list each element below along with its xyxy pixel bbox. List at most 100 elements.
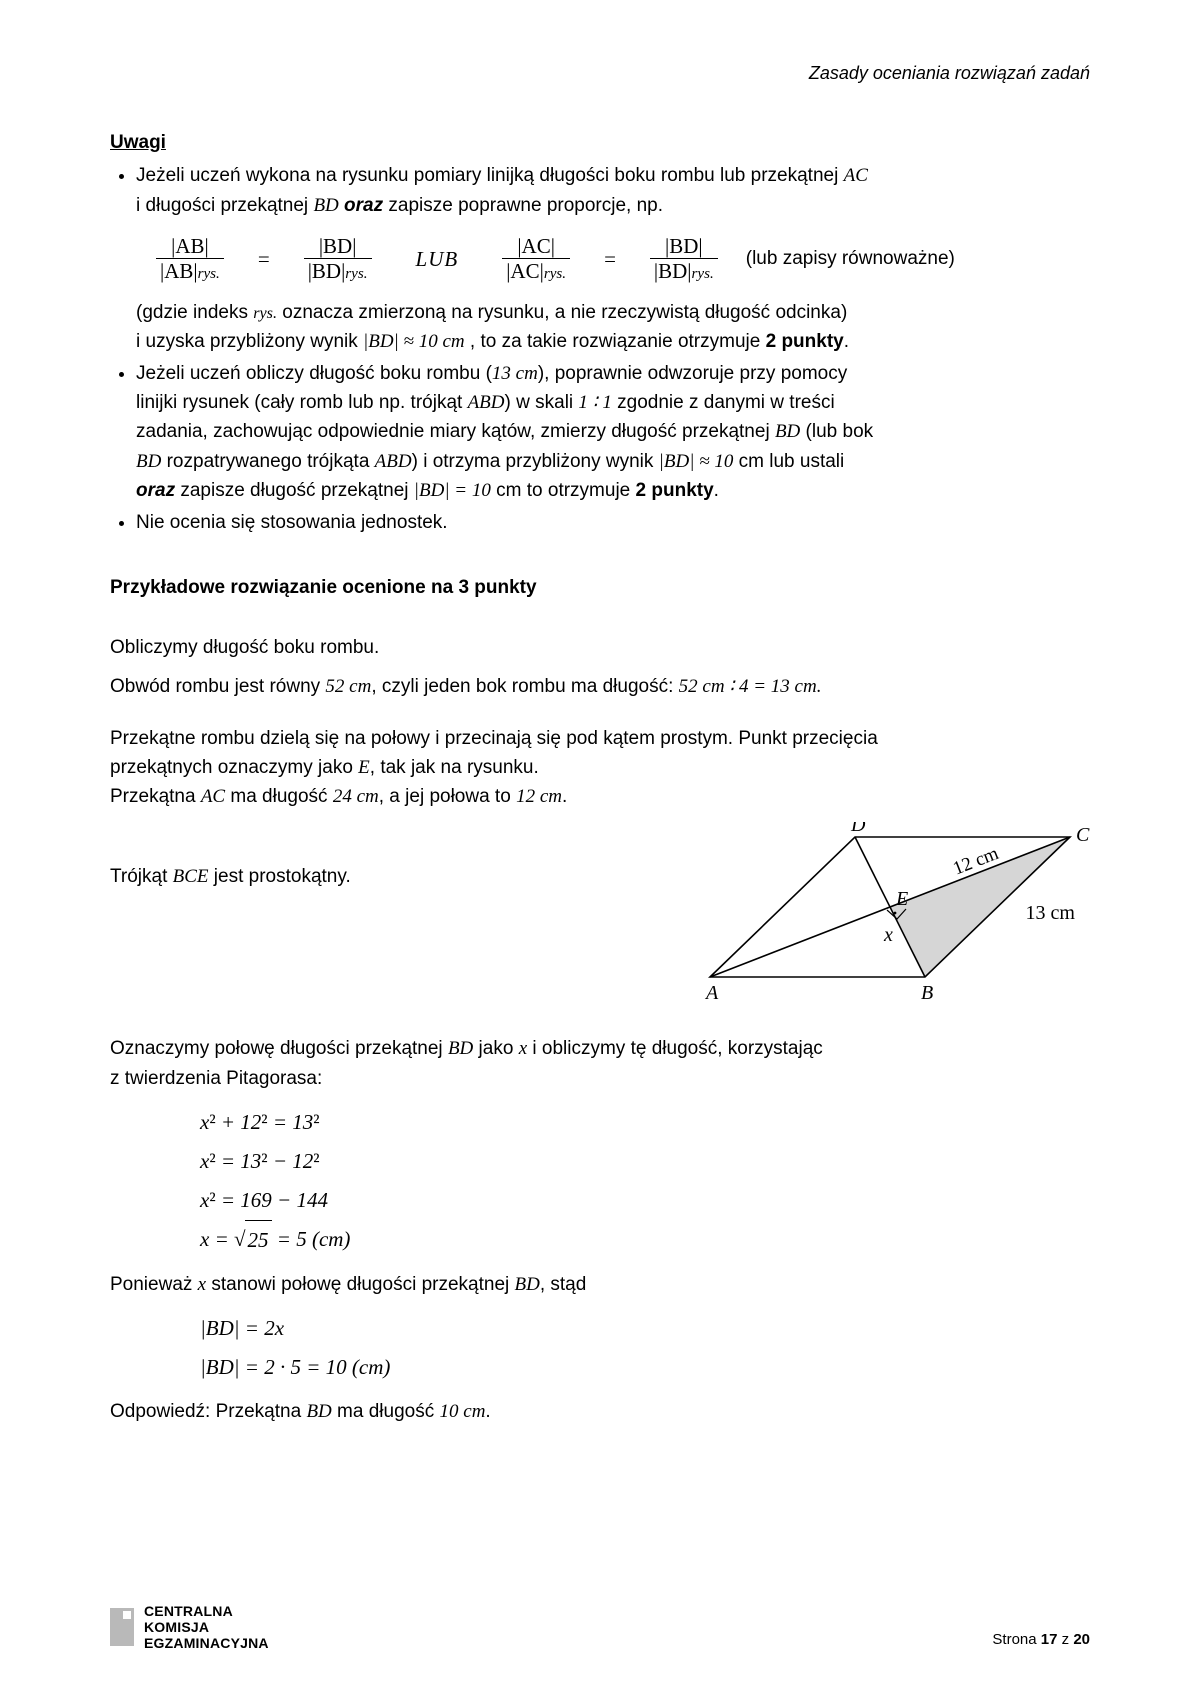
t: z twierdzenia Pitagorasa: [110,1068,322,1089]
t: zapisze długość przekątnej [175,480,414,501]
figure-left-text: Trójkąt BCE jest prostokątny. [110,822,670,891]
l2: KOMISJA [144,1619,269,1635]
num: |AB| [167,234,213,258]
equiv-note: (lub zapisy równoważne) [746,244,955,273]
sqrt: √25 [234,1220,272,1260]
remarks-list: Jeżeli uczeń wykona na rysunku pomiary l… [110,161,1090,537]
running-header: Zasady oceniania rozwiązań zadań [110,60,1090,88]
abd: ABD [468,392,505,413]
t: ) w skali [505,392,579,413]
den: |BD|rys. [650,258,718,283]
den: |BD|rys. [304,258,372,283]
remark-1: Jeżeli uczeń wykona na rysunku pomiary l… [136,161,1090,356]
sub: rys. [198,266,220,282]
x: x [198,1274,206,1295]
dot: . [844,331,849,352]
BD: BD [448,1038,473,1059]
t: = 5 (cm) [272,1227,351,1251]
var-BD: BD [313,195,338,216]
t: ma długość [332,1401,440,1422]
sub: rys. [345,266,367,282]
t: Oznaczymy połowę długości przekątnej [110,1038,448,1059]
pt: 20 [1073,1631,1090,1648]
num: |BD| [661,234,707,258]
bdeq: |BD| ≈ 10 [659,451,734,472]
abd2: ABD [375,451,412,472]
t: , tak jak na rysunku. [370,757,539,778]
line: x² = 169 − 144 [200,1181,1090,1220]
dot: . [714,480,719,501]
v: 13 cm [492,363,538,384]
t: Przekątne rombu dzielą się na połowy i p… [110,728,878,749]
BCE: BCE [173,866,209,887]
t: oznacza zmierzoną na rysunku, a nie rzec… [282,302,847,323]
svg-text:C: C [1076,824,1090,846]
t: x [200,1110,209,1134]
pn: 17 [1041,1631,1058,1648]
t: stanowi połowę długości przekątnej [206,1274,514,1295]
t: , stąd [540,1274,586,1295]
after-p: Oznaczymy połowę długości przekątnej BD … [110,1034,1090,1093]
bdeq2: |BD| = 10 [414,480,491,501]
cke-logo-icon [110,1608,134,1646]
after2-p: Ponieważ x stanowi połowę długości przek… [110,1270,1090,1299]
t: i obliczymy tę długość, korzystając [527,1038,823,1059]
t: ), poprawnie odwzoruje przy pomocy [538,363,847,384]
svg-text:D: D [850,822,866,836]
heading-uwagi: Uwagi [110,128,1090,157]
t: |AC| [506,259,544,283]
eq: 52 cm ∶ 4 = 13 cm. [679,676,822,697]
paren-block: (gdzie indeks rys. oznacza zmierzoną na … [136,298,1090,357]
line: x² = 13² − 12² [200,1142,1090,1181]
v12: 12 cm [516,786,562,807]
dot: . [562,786,567,807]
points: 2 punkty [766,331,844,352]
sol-p1: Obliczymy długość boku rombu. [110,633,1090,662]
t: i uzyska przybliżony wynik [136,331,363,352]
page-footer: CENTRALNA KOMISJA EGZAMINACYJNA Strona 1… [110,1603,1090,1651]
svg-text:E: E [895,888,908,910]
v: 52 cm [325,676,371,697]
t: jako [473,1038,518,1059]
bd2: BD [136,451,161,472]
line: |BD| = 2x [200,1309,1090,1348]
sol-p2: Obwód rombu jest równy 52 cm, czyli jede… [110,672,1090,701]
remark-2: Jeżeli uczeń obliczy długość boku rombu … [136,359,1090,506]
t: |BD| [654,259,692,283]
remark-3: Nie ocenia się stosowania jednostek. [136,508,1090,537]
svg-text:x: x [883,924,893,946]
num: |BD| [315,234,361,258]
svg-text:A: A [704,982,719,1004]
sub: rys. [544,266,566,282]
t: Trójkąt [110,866,173,887]
AC: AC [201,786,225,807]
frac-bd2: |BD| |BD|rys. [650,234,718,284]
sup: ² [209,1110,215,1134]
text: Jeżeli uczeń wykona na rysunku pomiary l… [136,165,844,186]
t: Obwód rombu jest równy [110,676,325,697]
text: zapisze poprawne proporcje, np. [388,195,663,216]
t: , a jej połowa to [379,786,516,807]
BD: BD [515,1274,540,1295]
rad: 25 [245,1220,272,1260]
oraz: oraz [136,480,175,501]
t: jest prostokątny. [209,866,351,887]
fraction-row: |AB| |AB|rys. = |BD| |BD|rys. LUB |AC| [156,234,1090,284]
footer-logo: CENTRALNA KOMISJA EGZAMINACYJNA [110,1603,269,1651]
v24: 24 cm [333,786,379,807]
rhombus-figure: ABCDEx12 cm13 cm [700,822,1090,1016]
E: E [358,757,370,778]
t: rozpatrywanego trójkąta [161,451,374,472]
sub: rys. [692,266,714,282]
line: x = √25 = 5 (cm) [200,1220,1090,1260]
t: Ponieważ [110,1274,198,1295]
t: z [1057,1631,1073,1648]
x: x [519,1038,527,1059]
oraz: oraz [344,195,388,216]
t: |AB| [160,259,198,283]
answer-line: Odpowiedź: Przekątna BD ma długość 10 cm… [110,1397,1090,1426]
t: przekątnych oznaczymy jako [110,757,358,778]
t: zadania, zachowując odpowiednie miary ką… [136,421,775,442]
line: x² + 12² = 13² [200,1103,1090,1142]
t: x = [200,1227,234,1251]
